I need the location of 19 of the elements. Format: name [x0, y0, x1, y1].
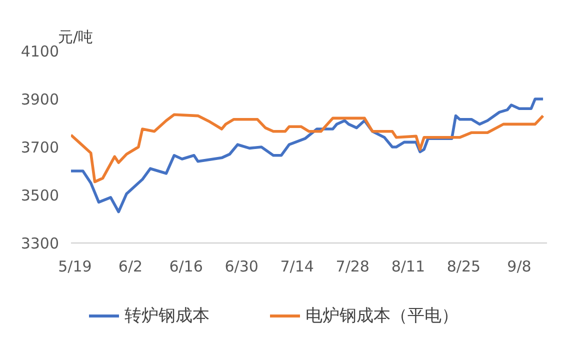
y-tick-label: 3700	[20, 138, 59, 156]
x-tick-label: 8/11	[391, 258, 426, 276]
y-tick-label: 4100	[20, 42, 59, 60]
y-tick-label: 3900	[20, 90, 59, 108]
line-series	[71, 113, 544, 184]
x-tick-label: 6/2	[118, 258, 143, 276]
x-tick-label: 9/8	[507, 258, 532, 276]
x-tick-label: 6/16	[169, 258, 203, 276]
x-tick-label: 7/14	[280, 258, 314, 276]
x-tick-label: 8/25	[446, 258, 481, 276]
y-axis-title: 元/吨	[58, 28, 94, 47]
x-tick-label: 6/30	[224, 258, 258, 276]
x-tick-label: 7/28	[336, 258, 370, 276]
line-series	[71, 98, 544, 214]
x-tick-label: 5/19	[58, 258, 92, 276]
y-tick-label: 3300	[20, 234, 59, 252]
legend-label: 转炉钢成本	[124, 305, 210, 327]
y-tick-label: 3500	[20, 186, 59, 204]
legend-label: 电炉钢成本（平电）	[306, 305, 458, 327]
